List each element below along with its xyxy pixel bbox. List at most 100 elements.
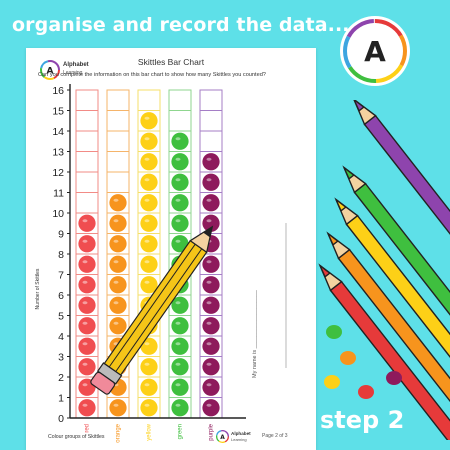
y-tick-label: 3 xyxy=(58,352,64,364)
skittle-shine xyxy=(206,219,212,223)
skittle-shine xyxy=(175,157,181,161)
brand-logo-icon: A xyxy=(40,60,60,80)
y-tick-label: 8 xyxy=(58,249,64,261)
skittle-yellow xyxy=(140,358,158,376)
skittle-shine xyxy=(206,280,212,284)
skittle-green xyxy=(171,317,189,335)
bar-cell xyxy=(199,89,223,111)
skittle-orange xyxy=(109,255,127,273)
footer-logo-icon: A xyxy=(216,430,229,443)
skittle-green xyxy=(171,255,189,273)
skittle-red xyxy=(78,337,96,355)
alphabet-logo-icon: A xyxy=(340,16,410,86)
skittle-green xyxy=(171,276,189,294)
skittle-shine xyxy=(113,362,119,366)
skittle-shine xyxy=(175,198,181,202)
skittle-red xyxy=(78,358,96,376)
y-tick-label: 10 xyxy=(52,208,64,220)
skittle-shine xyxy=(113,301,119,305)
bar-cell xyxy=(75,171,99,193)
y-tick-label: 16 xyxy=(52,85,64,97)
bar-cell xyxy=(75,151,99,173)
skittle-shine xyxy=(113,280,119,284)
bar-cell xyxy=(75,110,99,132)
skittle-yellow xyxy=(140,255,158,273)
skittle-purple xyxy=(202,337,220,355)
skittle-shine xyxy=(175,219,181,223)
skittle-shine xyxy=(206,178,212,182)
skittle-shine xyxy=(82,342,88,346)
skittle-yellow xyxy=(140,112,158,130)
y-tick-label: 12 xyxy=(52,167,64,179)
skittle-shine xyxy=(175,383,181,387)
y-tick-label: 6 xyxy=(58,290,64,302)
skittle-shine xyxy=(206,157,212,161)
bar-cell xyxy=(106,110,130,132)
skittle-yellow xyxy=(140,276,158,294)
y-tick-label: 1 xyxy=(58,393,64,405)
page-number: Page 2 of 3 xyxy=(262,433,288,439)
coloured-pencils-illustration xyxy=(318,100,450,440)
svg-text:A: A xyxy=(220,435,225,441)
y-tick-label: 2 xyxy=(58,372,64,384)
skittle-shine xyxy=(206,301,212,305)
skittle-yellow xyxy=(140,337,158,355)
skittle-shine xyxy=(113,342,119,346)
y-tick-label: 14 xyxy=(52,126,64,138)
footer-brand-sub: Learning xyxy=(231,437,247,442)
skittle-shine xyxy=(82,301,88,305)
skittle-shine xyxy=(144,362,150,366)
skittle-shine xyxy=(82,260,88,264)
skittle-shine xyxy=(113,198,119,202)
skittle-orange xyxy=(109,378,127,396)
skittle-purple xyxy=(202,173,220,191)
skittle-orange xyxy=(109,276,127,294)
skittle-shine xyxy=(144,403,150,407)
category-label-green: green xyxy=(178,424,184,439)
skittle-shine xyxy=(113,260,119,264)
worksheet-brand: A Alphabet Learning xyxy=(40,60,110,84)
name-field-label: My name is ___________________ xyxy=(252,290,258,378)
skittle-shine xyxy=(144,301,150,305)
y-tick-label: 11 xyxy=(53,188,64,200)
skittle-shine xyxy=(144,239,150,243)
skittle-shine xyxy=(144,137,150,141)
category-label-yellow: yellow xyxy=(147,423,153,440)
skittle-purple xyxy=(202,276,220,294)
skittle-shine xyxy=(113,403,119,407)
brand-sub: Learning xyxy=(63,70,83,76)
skittle-red xyxy=(78,235,96,253)
skittle-green xyxy=(171,194,189,212)
skittle-orange xyxy=(109,399,127,417)
y-tick-label: 7 xyxy=(58,270,64,282)
skittle-shine xyxy=(82,280,88,284)
skittle-shine xyxy=(144,116,150,120)
bar-cell xyxy=(75,130,99,152)
skittle-shine xyxy=(144,219,150,223)
bar-cell xyxy=(106,171,130,193)
skittle-shine xyxy=(206,198,212,202)
skittle-shine xyxy=(82,321,88,325)
skittle-green xyxy=(171,378,189,396)
skittle-shine xyxy=(206,260,212,264)
skittle-shine xyxy=(175,342,181,346)
skittle-green xyxy=(171,153,189,171)
skittle-purple xyxy=(202,317,220,335)
y-tick-label: 4 xyxy=(58,331,64,343)
skittle-orange xyxy=(109,358,127,376)
footer-brand: A Alphabet Learning xyxy=(216,430,276,446)
skittle-shine xyxy=(113,239,119,243)
skittle-shine xyxy=(206,383,212,387)
logo-letter: A xyxy=(364,35,386,68)
bar-cell xyxy=(168,89,192,111)
bar-cell xyxy=(106,151,130,173)
skittle-shine xyxy=(175,403,181,407)
skittle-yellow xyxy=(140,399,158,417)
skittle-shine xyxy=(144,178,150,182)
skittle-green xyxy=(171,296,189,314)
skittle-shine xyxy=(113,383,119,387)
loose-skittles-illustration xyxy=(324,325,402,399)
footer-brand-name: Alphabet xyxy=(231,431,251,436)
skittle-shine xyxy=(144,260,150,264)
skittle-shine xyxy=(175,280,181,284)
